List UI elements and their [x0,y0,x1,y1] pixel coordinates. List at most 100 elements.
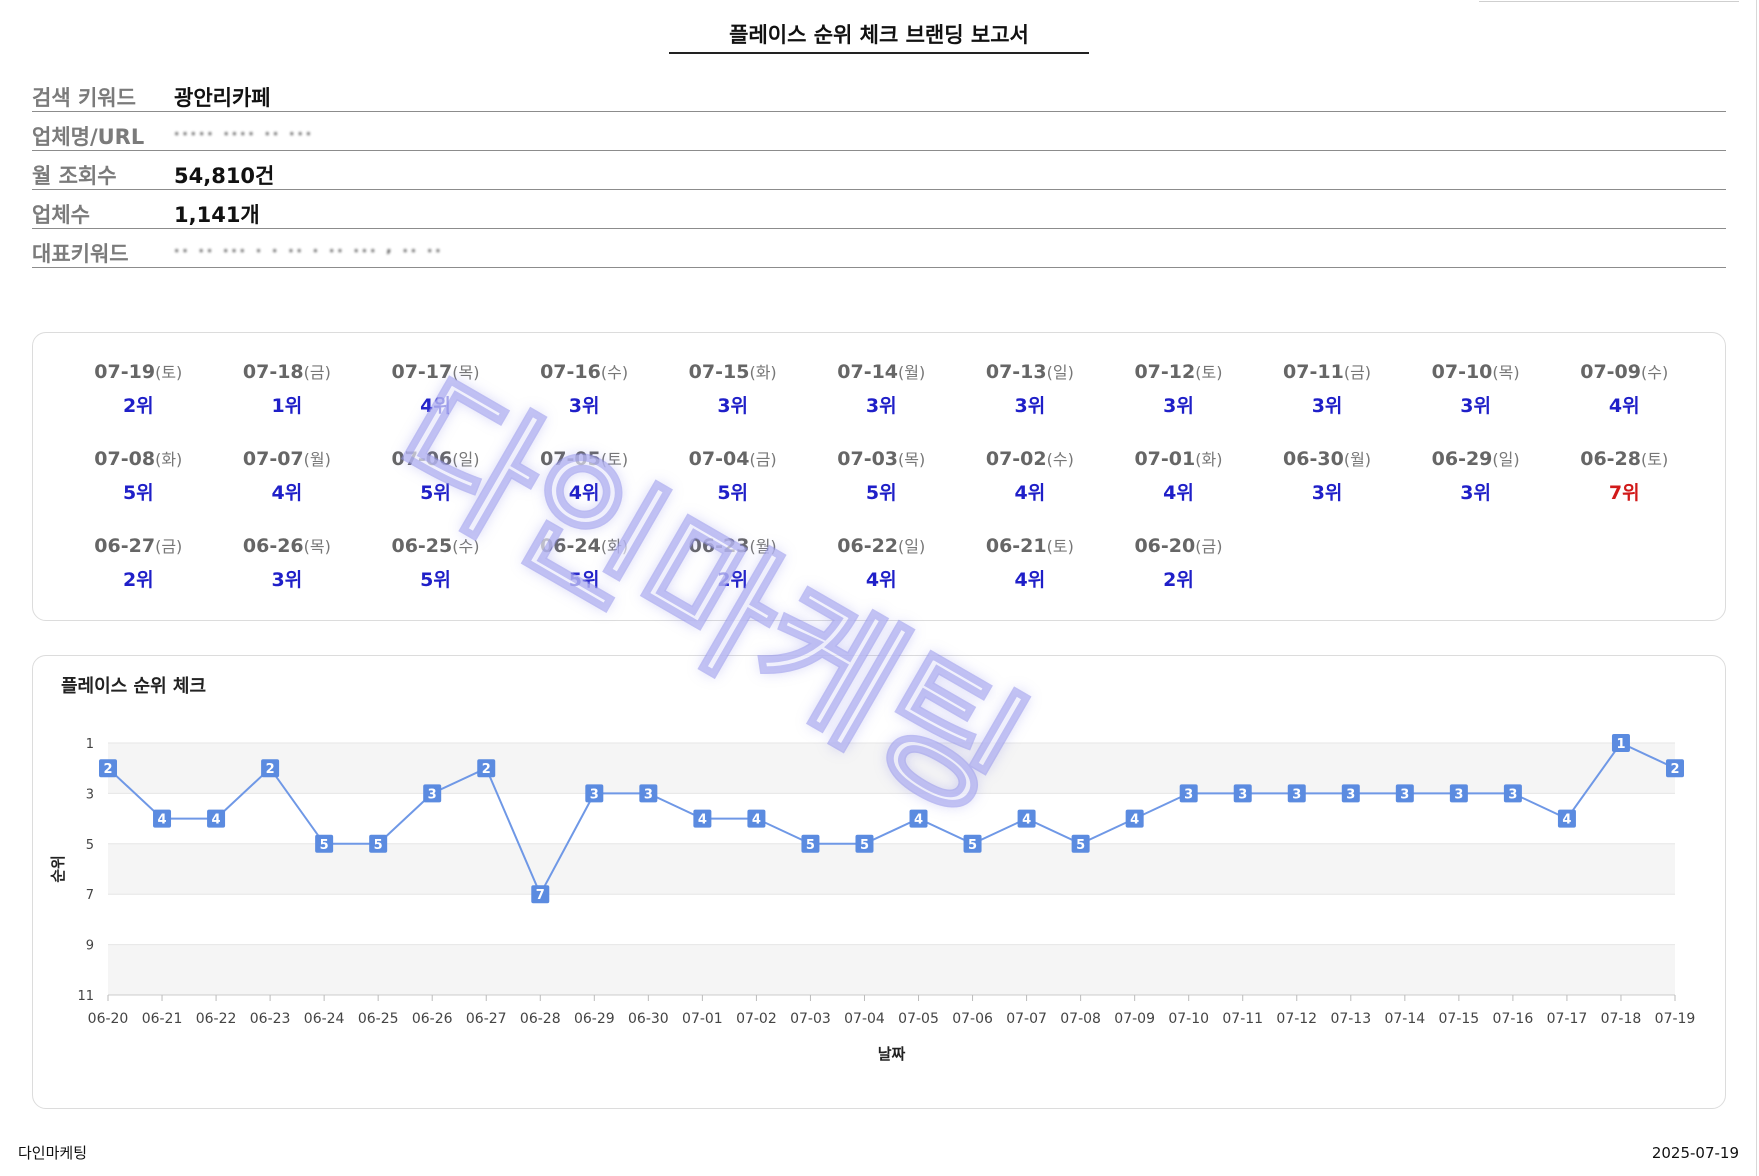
data-point-marker [1017,809,1036,828]
rank-weekday: (수) [1641,363,1669,382]
rank-weekday: (토) [155,363,183,382]
x-tick-label: 07-06 [952,1011,993,1027]
report-title: 플레이스 순위 체크 브랜딩 보고서 [669,18,1089,54]
rank-date: 06-23(월) [658,533,807,557]
rank-date: 06-21(토) [956,533,1105,557]
rank-date: 07-05(토) [510,446,659,470]
y-axis-title: 순위 [49,855,67,883]
data-point-label: 3 [1184,787,1193,802]
y-tick-label: 5 [86,838,94,853]
x-tick-label: 06-20 [88,1011,129,1027]
data-point-label: 4 [1022,813,1031,828]
rank-date-text: 06-25 [391,535,453,557]
rank-date: 07-14(월) [807,359,956,383]
data-point-marker [99,759,117,778]
rank-card: 07-13(일) 3위 [956,359,1105,446]
rank-value: 3위 [865,395,897,417]
x-tick-label: 07-19 [1655,1011,1696,1027]
rank-date-text: 07-19 [94,361,156,383]
data-point-marker [1125,809,1144,828]
data-point-marker [585,784,604,803]
rank-weekday: (월) [749,537,777,556]
rank-date: 06-29(일) [1401,446,1550,470]
rank-date-text: 06-22 [837,535,899,557]
data-point-marker [1395,784,1414,803]
rank-weekday: (화) [1195,450,1223,469]
data-point-label: 5 [968,838,977,853]
rank-card: 06-26(목) 3위 [213,533,362,620]
rank-weekday: (일) [1492,450,1520,469]
chart-title: 플레이스 순위 체크 [61,676,207,697]
rank-date: 06-28(토) [1550,446,1699,470]
series-line [107,741,1676,897]
rank-date-text: 07-17 [391,361,453,383]
rank-date-text: 07-07 [242,448,304,470]
rank-date: 07-06(일) [361,446,510,470]
rank-card: 06-22(일) 4위 [807,533,956,620]
rank-date: 07-03(목) [807,446,956,470]
x-tick-label: 06-25 [358,1011,399,1027]
rank-date: 07-13(일) [956,359,1105,383]
x-tick-label: 07-12 [1276,1011,1317,1027]
data-point-marker [369,834,388,853]
rank-date-text: 07-05 [540,448,601,470]
footer-date: 2025-07-19 [1651,1144,1739,1162]
rank-value: 5위 [865,482,897,504]
rank-date-text: 06-23 [688,535,750,557]
rank-date: 06-30(월) [1253,446,1402,470]
info-label: 월 조회수 [32,164,117,188]
rank-value: 5위 [717,482,749,504]
data-point-marker [909,809,928,828]
rank-weekday: (화) [749,363,777,382]
rank-card: 06-21(토) 4위 [956,533,1105,620]
data-point-marker [207,809,226,828]
rank-weekday: (금) [749,450,777,469]
rank-line-chart: 1 3 5 7 9 11 06-20 06-21 06-22 06-23 06-24 06-25 06-… [49,734,1696,1063]
x-tick-label: 07-16 [1493,1011,1534,1027]
rank-card: 06-24(화) 5위 [510,533,659,620]
rank-weekday: (수) [452,537,480,556]
rank-date: 06-22(일) [807,533,956,557]
rank-weekday: (금) [303,363,331,382]
rank-card: 07-17(목) 4위 [361,359,510,446]
data-point-label: 3 [1292,787,1301,802]
rank-card: 07-01(화) 4위 [1104,446,1253,533]
rank-value: 4위 [865,569,897,591]
rank-card: 06-20(금) 2위 [1104,533,1253,620]
info-value-masked: ..... .... .. ... [174,123,315,139]
rank-date-text: 07-13 [985,361,1047,383]
data-point-marker [1287,784,1306,803]
data-point-marker [801,834,820,853]
x-tick-label: 07-02 [736,1011,777,1027]
data-point-marker [477,759,496,778]
x-tick-label: 06-22 [196,1011,237,1027]
data-point-marker [1341,784,1360,803]
rank-date-text: 07-08 [94,448,156,470]
corner-divider [1479,1,1739,2]
rank-weekday: (화) [600,537,629,556]
x-tick-label: 07-01 [682,1011,723,1027]
rank-date-text: 06-20 [1134,535,1196,557]
data-point-label: 7 [536,888,545,903]
rank-card: 07-15(화) 3위 [658,359,807,446]
data-point-marker [855,834,874,853]
rank-date-text: 07-01 [1134,448,1196,470]
data-point-label: 2 [266,762,275,777]
data-point-label: 4 [158,813,167,828]
info-row-business: 업체명/URL ..... .... .. ... [32,112,1726,151]
rank-date: 06-20(금) [1104,533,1253,557]
x-tick-label: 07-17 [1547,1011,1588,1027]
data-point-marker [1233,784,1252,803]
rank-card: 07-03(목) 5위 [807,446,956,533]
data-point-label: 5 [1076,838,1085,853]
rank-value: 5위 [420,482,451,504]
rank-weekday: (화) [155,450,183,469]
x-tick-label: 07-09 [1114,1011,1155,1027]
data-point-marker [1666,759,1684,778]
y-tick-label: 9 [86,939,94,954]
rank-card: 06-27(금) 2위 [64,533,213,620]
data-point-label: 5 [374,838,383,853]
rank-date-text: 06-29 [1431,448,1493,470]
data-point-label: 4 [698,813,707,828]
rank-weekday: (목) [452,363,480,382]
